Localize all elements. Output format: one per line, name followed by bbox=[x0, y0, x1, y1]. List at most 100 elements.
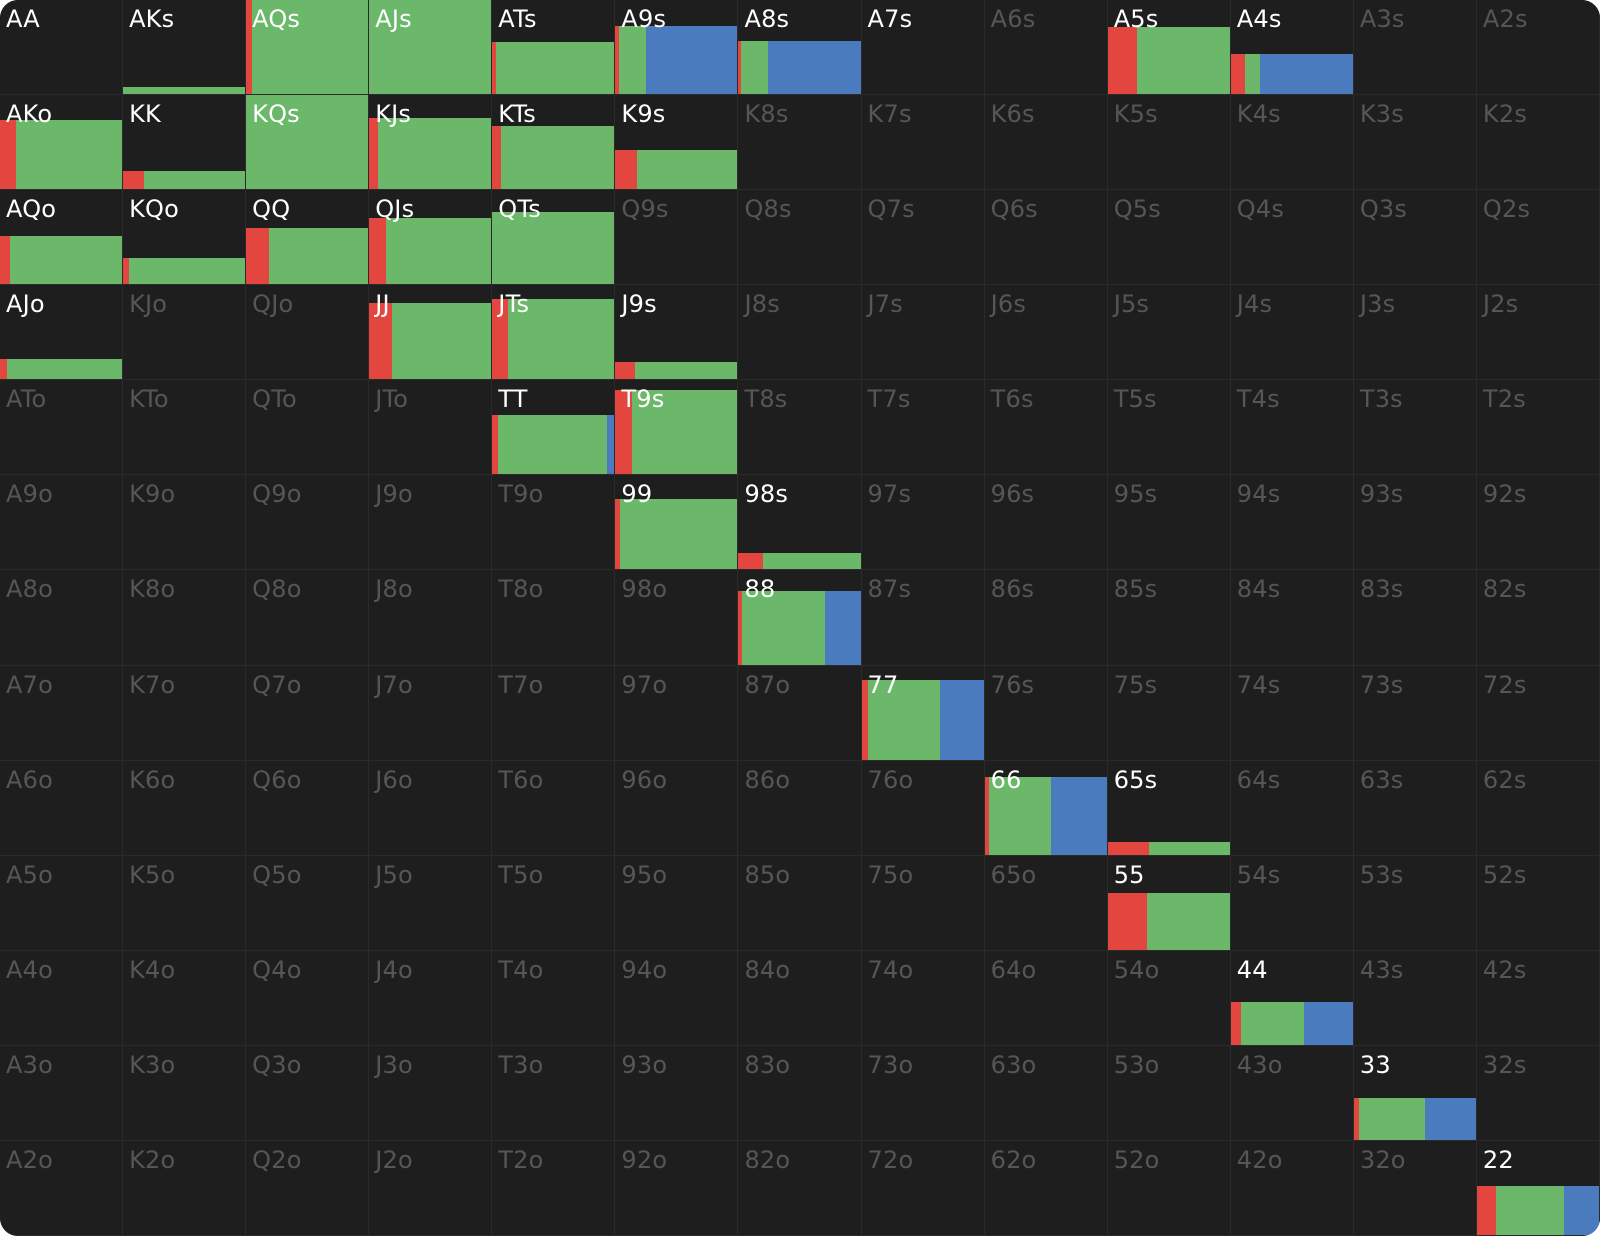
hand-cell-k9s[interactable]: K9s bbox=[615, 95, 739, 191]
hand-cell-62s[interactable]: 62s bbox=[1476, 760, 1600, 856]
hand-cell-84o[interactable]: 84o bbox=[738, 950, 862, 1046]
hand-cell-66[interactable]: 66 bbox=[984, 760, 1108, 856]
hand-cell-76o[interactable]: 76o bbox=[861, 760, 985, 856]
hand-cell-aqs[interactable]: AQs bbox=[246, 0, 370, 96]
hand-cell-98o[interactable]: 98o bbox=[615, 570, 739, 666]
hand-cell-q2o[interactable]: Q2o bbox=[246, 1140, 370, 1236]
hand-cell-qjs[interactable]: QJs bbox=[369, 190, 493, 286]
hand-cell-kk[interactable]: KK bbox=[123, 95, 247, 191]
hand-cell-53o[interactable]: 53o bbox=[1107, 1045, 1231, 1141]
hand-cell-q4o[interactable]: Q4o bbox=[246, 950, 370, 1046]
hand-cell-t5o[interactable]: T5o bbox=[492, 855, 616, 951]
hand-cell-q6s[interactable]: Q6s bbox=[984, 190, 1108, 286]
hand-cell-85o[interactable]: 85o bbox=[738, 855, 862, 951]
hand-cell-k2o[interactable]: K2o bbox=[123, 1140, 247, 1236]
hand-cell-95s[interactable]: 95s bbox=[1107, 475, 1231, 571]
hand-cell-j3s[interactable]: J3s bbox=[1353, 285, 1477, 381]
hand-cell-93o[interactable]: 93o bbox=[615, 1045, 739, 1141]
hand-cell-83s[interactable]: 83s bbox=[1353, 570, 1477, 666]
hand-cell-73o[interactable]: 73o bbox=[861, 1045, 985, 1141]
hand-cell-j6s[interactable]: J6s bbox=[984, 285, 1108, 381]
hand-cell-63s[interactable]: 63s bbox=[1353, 760, 1477, 856]
hand-cell-86o[interactable]: 86o bbox=[738, 760, 862, 856]
hand-cell-k6s[interactable]: K6s bbox=[984, 95, 1108, 191]
hand-cell-99[interactable]: 99 bbox=[615, 475, 739, 571]
hand-cell-k8s[interactable]: K8s bbox=[738, 95, 862, 191]
hand-cell-t6o[interactable]: T6o bbox=[492, 760, 616, 856]
hand-cell-t8o[interactable]: T8o bbox=[492, 570, 616, 666]
hand-cell-72s[interactable]: 72s bbox=[1476, 665, 1600, 761]
hand-cell-ajo[interactable]: AJo bbox=[0, 285, 124, 381]
hand-cell-75s[interactable]: 75s bbox=[1107, 665, 1231, 761]
hand-cell-a9s[interactable]: A9s bbox=[615, 0, 739, 96]
hand-cell-95o[interactable]: 95o bbox=[615, 855, 739, 951]
hand-cell-k5s[interactable]: K5s bbox=[1107, 95, 1231, 191]
hand-cell-j6o[interactable]: J6o bbox=[369, 760, 493, 856]
hand-cell-82s[interactable]: 82s bbox=[1476, 570, 1600, 666]
hand-cell-t8s[interactable]: T8s bbox=[738, 380, 862, 476]
hand-cell-t3o[interactable]: T3o bbox=[492, 1045, 616, 1141]
hand-cell-54o[interactable]: 54o bbox=[1107, 950, 1231, 1046]
hand-cell-k5o[interactable]: K5o bbox=[123, 855, 247, 951]
hand-cell-q9s[interactable]: Q9s bbox=[615, 190, 739, 286]
hand-cell-88[interactable]: 88 bbox=[738, 570, 862, 666]
hand-cell-q3s[interactable]: Q3s bbox=[1353, 190, 1477, 286]
hand-cell-55[interactable]: 55 bbox=[1107, 855, 1231, 951]
hand-cell-87o[interactable]: 87o bbox=[738, 665, 862, 761]
hand-cell-j9o[interactable]: J9o bbox=[369, 475, 493, 571]
hand-cell-q2s[interactable]: Q2s bbox=[1476, 190, 1600, 286]
hand-cell-74s[interactable]: 74s bbox=[1230, 665, 1354, 761]
hand-cell-a8o[interactable]: A8o bbox=[0, 570, 124, 666]
hand-cell-j3o[interactable]: J3o bbox=[369, 1045, 493, 1141]
hand-cell-92s[interactable]: 92s bbox=[1476, 475, 1600, 571]
hand-cell-q3o[interactable]: Q3o bbox=[246, 1045, 370, 1141]
hand-cell-j7o[interactable]: J7o bbox=[369, 665, 493, 761]
hand-cell-kqo[interactable]: KQo bbox=[123, 190, 247, 286]
hand-cell-q8o[interactable]: Q8o bbox=[246, 570, 370, 666]
hand-cell-kjs[interactable]: KJs bbox=[369, 95, 493, 191]
hand-cell-k6o[interactable]: K6o bbox=[123, 760, 247, 856]
hand-cell-t7s[interactable]: T7s bbox=[861, 380, 985, 476]
hand-cell-tt[interactable]: TT bbox=[492, 380, 616, 476]
hand-cell-65s[interactable]: 65s bbox=[1107, 760, 1231, 856]
hand-cell-t6s[interactable]: T6s bbox=[984, 380, 1108, 476]
hand-cell-a7o[interactable]: A7o bbox=[0, 665, 124, 761]
hand-cell-65o[interactable]: 65o bbox=[984, 855, 1108, 951]
hand-cell-jto[interactable]: JTo bbox=[369, 380, 493, 476]
hand-cell-j5o[interactable]: J5o bbox=[369, 855, 493, 951]
hand-cell-j9s[interactable]: J9s bbox=[615, 285, 739, 381]
hand-cell-82o[interactable]: 82o bbox=[738, 1140, 862, 1236]
hand-cell-72o[interactable]: 72o bbox=[861, 1140, 985, 1236]
hand-cell-a4o[interactable]: A4o bbox=[0, 950, 124, 1046]
hand-cell-97s[interactable]: 97s bbox=[861, 475, 985, 571]
hand-cell-q9o[interactable]: Q9o bbox=[246, 475, 370, 571]
hand-cell-76s[interactable]: 76s bbox=[984, 665, 1108, 761]
hand-cell-77[interactable]: 77 bbox=[861, 665, 985, 761]
hand-cell-64o[interactable]: 64o bbox=[984, 950, 1108, 1046]
hand-cell-93s[interactable]: 93s bbox=[1353, 475, 1477, 571]
hand-cell-42o[interactable]: 42o bbox=[1230, 1140, 1354, 1236]
hand-cell-94o[interactable]: 94o bbox=[615, 950, 739, 1046]
hand-cell-42s[interactable]: 42s bbox=[1476, 950, 1600, 1046]
hand-cell-a6s[interactable]: A6s bbox=[984, 0, 1108, 96]
hand-cell-q6o[interactable]: Q6o bbox=[246, 760, 370, 856]
hand-cell-43o[interactable]: 43o bbox=[1230, 1045, 1354, 1141]
hand-cell-q8s[interactable]: Q8s bbox=[738, 190, 862, 286]
hand-cell-32s[interactable]: 32s bbox=[1476, 1045, 1600, 1141]
hand-cell-64s[interactable]: 64s bbox=[1230, 760, 1354, 856]
hand-cell-a2s[interactable]: A2s bbox=[1476, 0, 1600, 96]
hand-cell-63o[interactable]: 63o bbox=[984, 1045, 1108, 1141]
hand-cell-kto[interactable]: KTo bbox=[123, 380, 247, 476]
hand-cell-qq[interactable]: QQ bbox=[246, 190, 370, 286]
hand-cell-t4o[interactable]: T4o bbox=[492, 950, 616, 1046]
hand-cell-qts[interactable]: QTs bbox=[492, 190, 616, 286]
hand-cell-j2o[interactable]: J2o bbox=[369, 1140, 493, 1236]
hand-cell-a7s[interactable]: A7s bbox=[861, 0, 985, 96]
hand-cell-t2s[interactable]: T2s bbox=[1476, 380, 1600, 476]
hand-cell-52s[interactable]: 52s bbox=[1476, 855, 1600, 951]
hand-cell-qjo[interactable]: QJo bbox=[246, 285, 370, 381]
hand-cell-t3s[interactable]: T3s bbox=[1353, 380, 1477, 476]
hand-cell-ats[interactable]: ATs bbox=[492, 0, 616, 96]
hand-cell-22[interactable]: 22 bbox=[1476, 1140, 1600, 1236]
hand-cell-85s[interactable]: 85s bbox=[1107, 570, 1231, 666]
